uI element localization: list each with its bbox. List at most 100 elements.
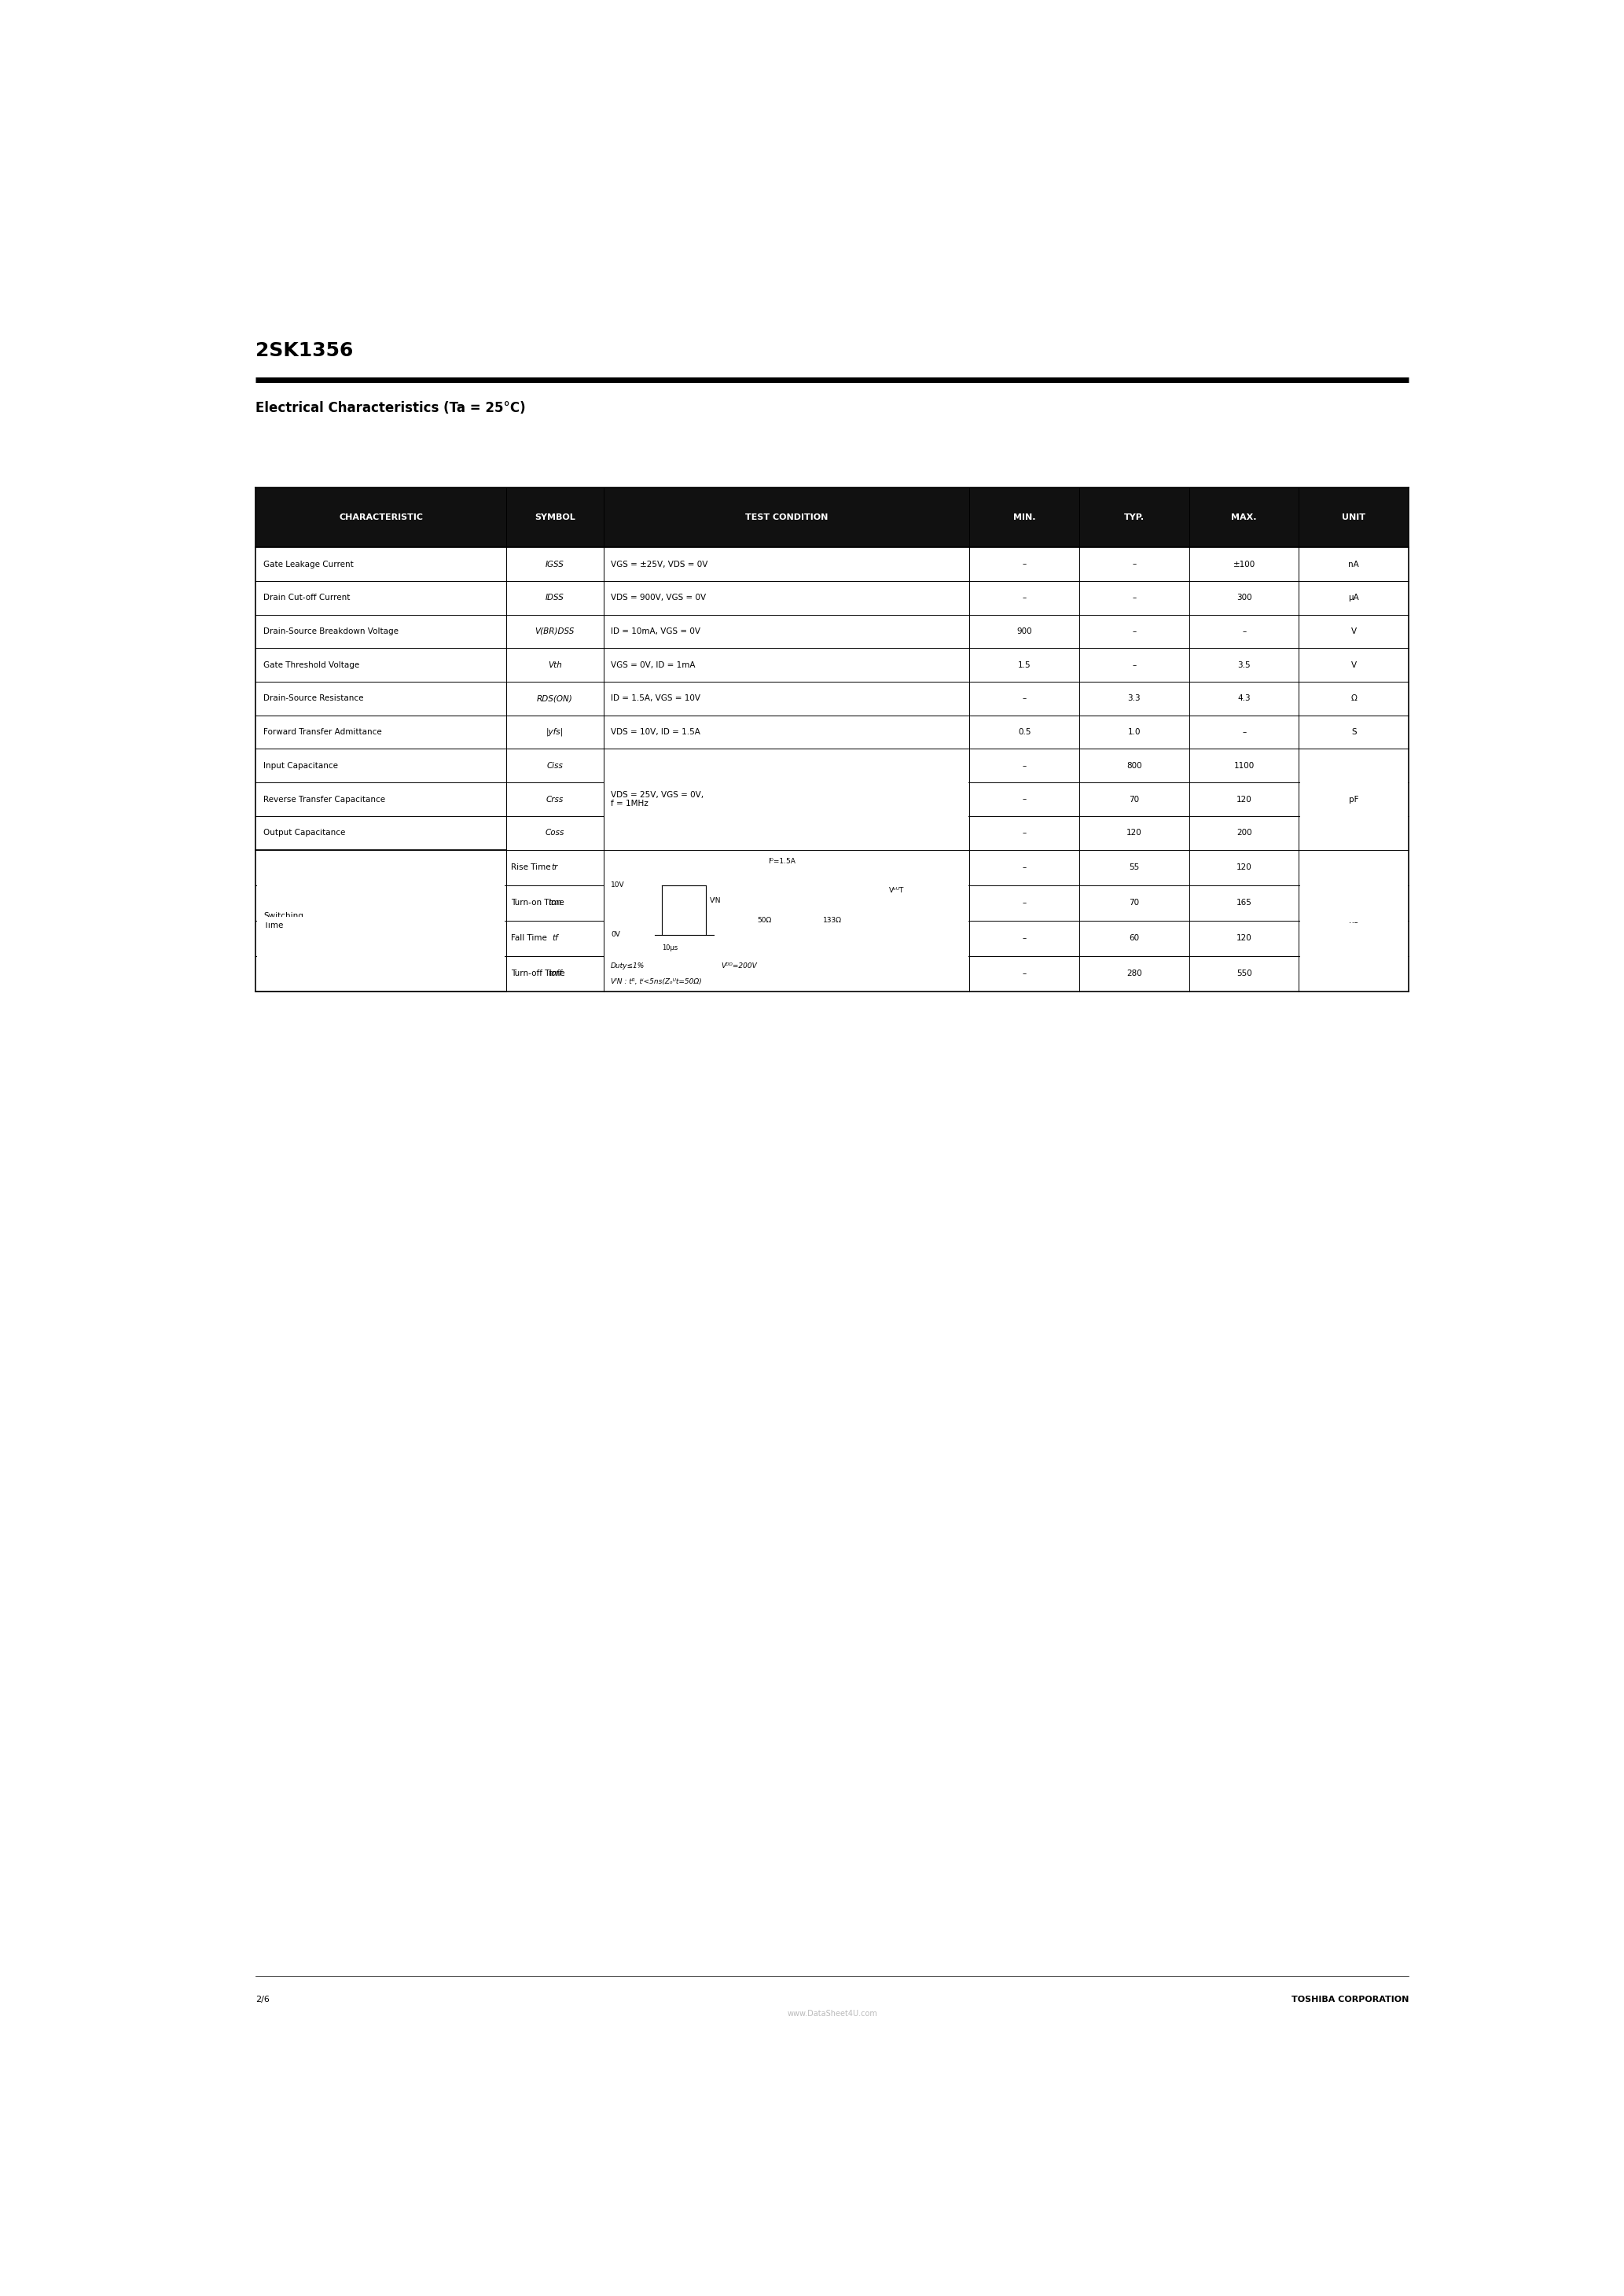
Bar xyxy=(604,916,968,923)
Bar xyxy=(1301,916,1408,923)
Bar xyxy=(257,882,505,886)
Text: tf: tf xyxy=(552,934,557,941)
Text: TOSHIBA CORPORATION: TOSHIBA CORPORATION xyxy=(1291,1995,1408,2002)
Text: 2SK1356: 2SK1356 xyxy=(257,340,354,360)
Text: SYMBOL: SYMBOL xyxy=(534,514,575,521)
Text: MAX.: MAX. xyxy=(1231,514,1257,521)
Bar xyxy=(604,882,968,886)
Text: –: – xyxy=(1242,728,1246,737)
Text: TEST CONDITION: TEST CONDITION xyxy=(745,514,828,521)
Text: –: – xyxy=(1023,863,1026,872)
Text: –: – xyxy=(1023,762,1026,769)
Text: VᴵN : tᴿ, tⁱ<5ns(Zₒᵁt=50Ω): VᴵN : tᴿ, tⁱ<5ns(Zₒᵁt=50Ω) xyxy=(611,978,702,985)
Text: Vᴰᴰ=200V: Vᴰᴰ=200V xyxy=(721,962,757,969)
Text: 1.0: 1.0 xyxy=(1127,728,1140,737)
Text: Crss: Crss xyxy=(546,794,564,804)
Text: 1100: 1100 xyxy=(1234,762,1254,769)
Text: ID = 1.5A, VGS = 10V: ID = 1.5A, VGS = 10V xyxy=(611,696,700,703)
Text: –: – xyxy=(1023,696,1026,703)
Text: tr: tr xyxy=(552,863,559,872)
Text: –: – xyxy=(1132,560,1137,567)
Text: IDSS: IDSS xyxy=(546,595,564,602)
Bar xyxy=(1301,852,1408,990)
Bar xyxy=(604,778,968,785)
Text: UNIT: UNIT xyxy=(1341,514,1366,521)
Text: 3.3: 3.3 xyxy=(1127,696,1140,703)
Text: Duty≤1%: Duty≤1% xyxy=(611,962,645,969)
Text: Gate Leakage Current: Gate Leakage Current xyxy=(263,560,354,567)
Bar xyxy=(1301,778,1408,785)
Text: 2/6: 2/6 xyxy=(257,1995,270,2002)
Text: ID = 10mA, VGS = 0V: ID = 10mA, VGS = 0V xyxy=(611,627,700,636)
Text: 550: 550 xyxy=(1236,969,1252,978)
Text: 0.5: 0.5 xyxy=(1018,728,1031,737)
Bar xyxy=(604,751,968,847)
Bar xyxy=(1301,953,1408,957)
Bar xyxy=(1301,813,1408,817)
Text: 4.3: 4.3 xyxy=(1237,696,1250,703)
Text: ±100: ±100 xyxy=(1233,560,1255,567)
Text: 300: 300 xyxy=(1236,595,1252,602)
Text: Turn-off Time: Turn-off Time xyxy=(512,969,565,978)
Text: –: – xyxy=(1242,627,1246,636)
Text: 280: 280 xyxy=(1127,969,1142,978)
Bar xyxy=(604,953,968,957)
Bar xyxy=(257,916,505,923)
Text: –: – xyxy=(1132,595,1137,602)
Text: 60: 60 xyxy=(1129,934,1140,941)
Text: 900: 900 xyxy=(1017,627,1033,636)
Text: Input Capacitance: Input Capacitance xyxy=(263,762,338,769)
Bar xyxy=(1301,882,1408,886)
Text: 50Ω: 50Ω xyxy=(757,916,771,925)
Text: ton: ton xyxy=(547,900,562,907)
Text: –: – xyxy=(1023,794,1026,804)
Text: 200: 200 xyxy=(1236,829,1252,836)
Text: 55: 55 xyxy=(1129,863,1140,872)
Text: TYP.: TYP. xyxy=(1124,514,1145,521)
Text: Vth: Vth xyxy=(547,661,562,668)
Text: 10μs: 10μs xyxy=(663,944,679,953)
Text: 70: 70 xyxy=(1129,900,1140,907)
Text: Drain-Source Resistance: Drain-Source Resistance xyxy=(263,696,364,703)
Text: VGS = ±25V, VDS = 0V: VGS = ±25V, VDS = 0V xyxy=(611,560,708,567)
Text: Gate Threshold Voltage: Gate Threshold Voltage xyxy=(263,661,359,668)
Text: 120: 120 xyxy=(1236,794,1252,804)
Text: IGSS: IGSS xyxy=(546,560,564,567)
Text: VDS = 10V, ID = 1.5A: VDS = 10V, ID = 1.5A xyxy=(611,728,700,737)
Text: VGS = 0V, ID = 1mA: VGS = 0V, ID = 1mA xyxy=(611,661,695,668)
Text: 120: 120 xyxy=(1236,863,1252,872)
Text: –: – xyxy=(1023,595,1026,602)
Text: V: V xyxy=(1351,627,1356,636)
Text: 133Ω: 133Ω xyxy=(823,916,841,925)
Text: 165: 165 xyxy=(1236,900,1252,907)
Text: nA: nA xyxy=(1348,560,1359,567)
Text: Fall Time: Fall Time xyxy=(512,934,547,941)
Bar xyxy=(257,487,1408,546)
Text: Electrical Characteristics (Ta = 25°C): Electrical Characteristics (Ta = 25°C) xyxy=(257,402,526,416)
Text: Switching
Time: Switching Time xyxy=(263,912,304,930)
Text: Coss: Coss xyxy=(546,829,564,836)
Text: 800: 800 xyxy=(1127,762,1142,769)
Text: Reverse Transfer Capacitance: Reverse Transfer Capacitance xyxy=(263,794,385,804)
Text: Ciss: Ciss xyxy=(547,762,564,769)
Text: VDS = 900V, VGS = 0V: VDS = 900V, VGS = 0V xyxy=(611,595,706,602)
Text: Output Capacitance: Output Capacitance xyxy=(263,829,346,836)
Text: Iᴰ=1.5A: Iᴰ=1.5A xyxy=(768,859,796,866)
Bar xyxy=(604,813,968,817)
Text: –: – xyxy=(1023,829,1026,836)
Text: S: S xyxy=(1351,728,1356,737)
Text: –: – xyxy=(1132,627,1137,636)
Text: Turn-on Time: Turn-on Time xyxy=(512,900,564,907)
Text: pF: pF xyxy=(1350,794,1359,804)
Text: 3.5: 3.5 xyxy=(1237,661,1250,668)
Text: CHARACTERISTIC: CHARACTERISTIC xyxy=(339,514,422,521)
Bar xyxy=(257,852,505,990)
Text: MIN.: MIN. xyxy=(1013,514,1036,521)
Text: VᴵN: VᴵN xyxy=(710,898,721,905)
Text: ns: ns xyxy=(1350,916,1359,925)
Text: VDS = 25V, VGS = 0V,
f = 1MHz: VDS = 25V, VGS = 0V, f = 1MHz xyxy=(611,790,703,808)
Text: |yfs|: |yfs| xyxy=(546,728,564,737)
Text: RDS(ON): RDS(ON) xyxy=(538,696,573,703)
Text: 1.5: 1.5 xyxy=(1018,661,1031,668)
Text: –: – xyxy=(1132,661,1137,668)
